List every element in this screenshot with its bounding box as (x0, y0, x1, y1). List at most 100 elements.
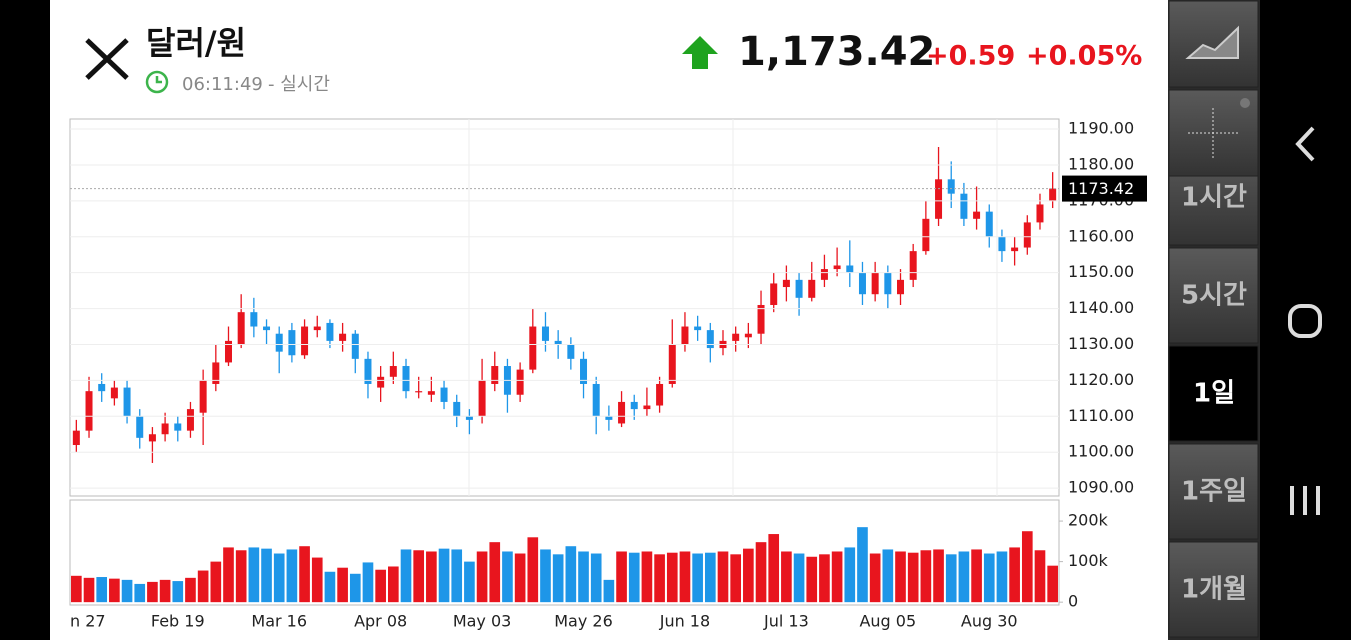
candle-body (694, 326, 702, 331)
volume-bar (971, 549, 982, 603)
volume-bar (464, 561, 475, 603)
candle-body (288, 330, 296, 356)
volume-bar (1034, 550, 1046, 603)
back-button[interactable] (1295, 126, 1315, 162)
candle-body (263, 326, 271, 331)
candle-body (98, 383, 106, 392)
candle-body (237, 312, 245, 345)
menu-button[interactable] (1168, 247, 1259, 344)
content-bg (50, 0, 1168, 640)
volume-bar (831, 551, 843, 603)
volume-bar (388, 566, 399, 603)
volume-bar (121, 579, 133, 603)
y-tick-label: 1090.00 (1068, 478, 1134, 497)
candle-body (516, 369, 524, 395)
candle-body (72, 430, 80, 446)
candle-body (770, 283, 778, 305)
candle-body (897, 279, 905, 295)
volume-bar (426, 551, 437, 603)
close-button[interactable] (85, 38, 129, 80)
volume-bar (565, 546, 577, 603)
menu-label[interactable]: 5시간 (1181, 281, 1247, 311)
candle-body (592, 383, 600, 417)
volume-bar (1021, 531, 1033, 603)
recents-button[interactable] (1290, 486, 1320, 515)
volume-bar (273, 553, 285, 603)
volume-bar (96, 577, 108, 603)
volume-bar (451, 549, 463, 603)
candle-body (174, 423, 182, 431)
candle-body (402, 366, 410, 392)
candle-body (465, 416, 473, 420)
menu: 1시간 5시간 1일 1주일 1개월 (1168, 149, 1259, 638)
candle-body (389, 366, 397, 377)
candle-body (199, 380, 207, 413)
candle-body (250, 312, 258, 327)
y-tick-label: 1140.00 (1068, 298, 1134, 317)
volume-bar (172, 581, 184, 603)
menu-label[interactable]: 1시간 (1181, 183, 1247, 213)
menu-button[interactable] (1168, 541, 1259, 638)
menu-button[interactable] (1168, 345, 1259, 442)
candle-body (85, 391, 93, 431)
candle-body (313, 326, 321, 331)
volume-bar (210, 561, 222, 603)
candle-body (706, 330, 714, 349)
candle-body (656, 383, 664, 406)
candle-body (123, 387, 131, 417)
y-tick-label: 1100.00 (1068, 442, 1134, 461)
x-tick-label: Jul 13 (763, 612, 809, 631)
candle-body (427, 391, 435, 395)
x-tick-label: Aug 05 (859, 612, 916, 631)
candle-body (580, 358, 588, 384)
volume-bar (1047, 565, 1058, 603)
volume-bar (476, 551, 488, 603)
volume-bar (692, 553, 703, 603)
volume-tick-label: 100k (1068, 551, 1109, 570)
x-tick-label: Aug 30 (961, 612, 1018, 631)
volume-bar (882, 549, 894, 603)
candle-body (377, 376, 385, 388)
y-tick-label: 1120.00 (1068, 370, 1134, 389)
candle-body (668, 344, 676, 384)
candle-body (630, 401, 638, 410)
volume-bar (666, 552, 678, 603)
volume-bar (983, 553, 995, 603)
volume-plot (71, 527, 1058, 603)
home-button[interactable] (1288, 304, 1322, 338)
volume-bar (857, 527, 868, 603)
candle-body (326, 322, 334, 341)
candle-body (491, 366, 499, 384)
chart-type-button[interactable] (1168, 0, 1259, 88)
volume-bar (235, 550, 247, 603)
menu-label[interactable]: 1주일 (1181, 477, 1247, 507)
candle-body (808, 279, 816, 298)
volume-bar (159, 579, 171, 603)
volume-bar (489, 542, 501, 603)
volume-bar (958, 551, 970, 603)
volume-bar (819, 554, 830, 603)
volume-bar (996, 551, 1008, 603)
candle-body (110, 387, 118, 399)
volume-bar (806, 556, 818, 603)
time: 06:11:49 (182, 74, 263, 95)
volume-bar (413, 550, 425, 603)
volume-bar (1009, 547, 1020, 603)
candle-body (871, 272, 879, 295)
y-tick-label: 1190.00 (1068, 119, 1134, 138)
volume-bar (679, 551, 691, 603)
change: +0.59 (926, 41, 1015, 72)
candle-body (935, 179, 943, 219)
menu-label[interactable]: 1일 (1193, 379, 1235, 409)
candle-body (858, 272, 866, 295)
volume-bar (768, 534, 780, 603)
menu-label[interactable]: 1개월 (1181, 575, 1247, 605)
x-tick-label: May 03 (453, 612, 512, 631)
volume-bar (590, 553, 602, 603)
candle-body (846, 265, 854, 273)
menu-button[interactable] (1168, 443, 1259, 540)
volume-bar (730, 554, 741, 603)
candle-body (161, 423, 169, 435)
candle-body (554, 340, 562, 345)
